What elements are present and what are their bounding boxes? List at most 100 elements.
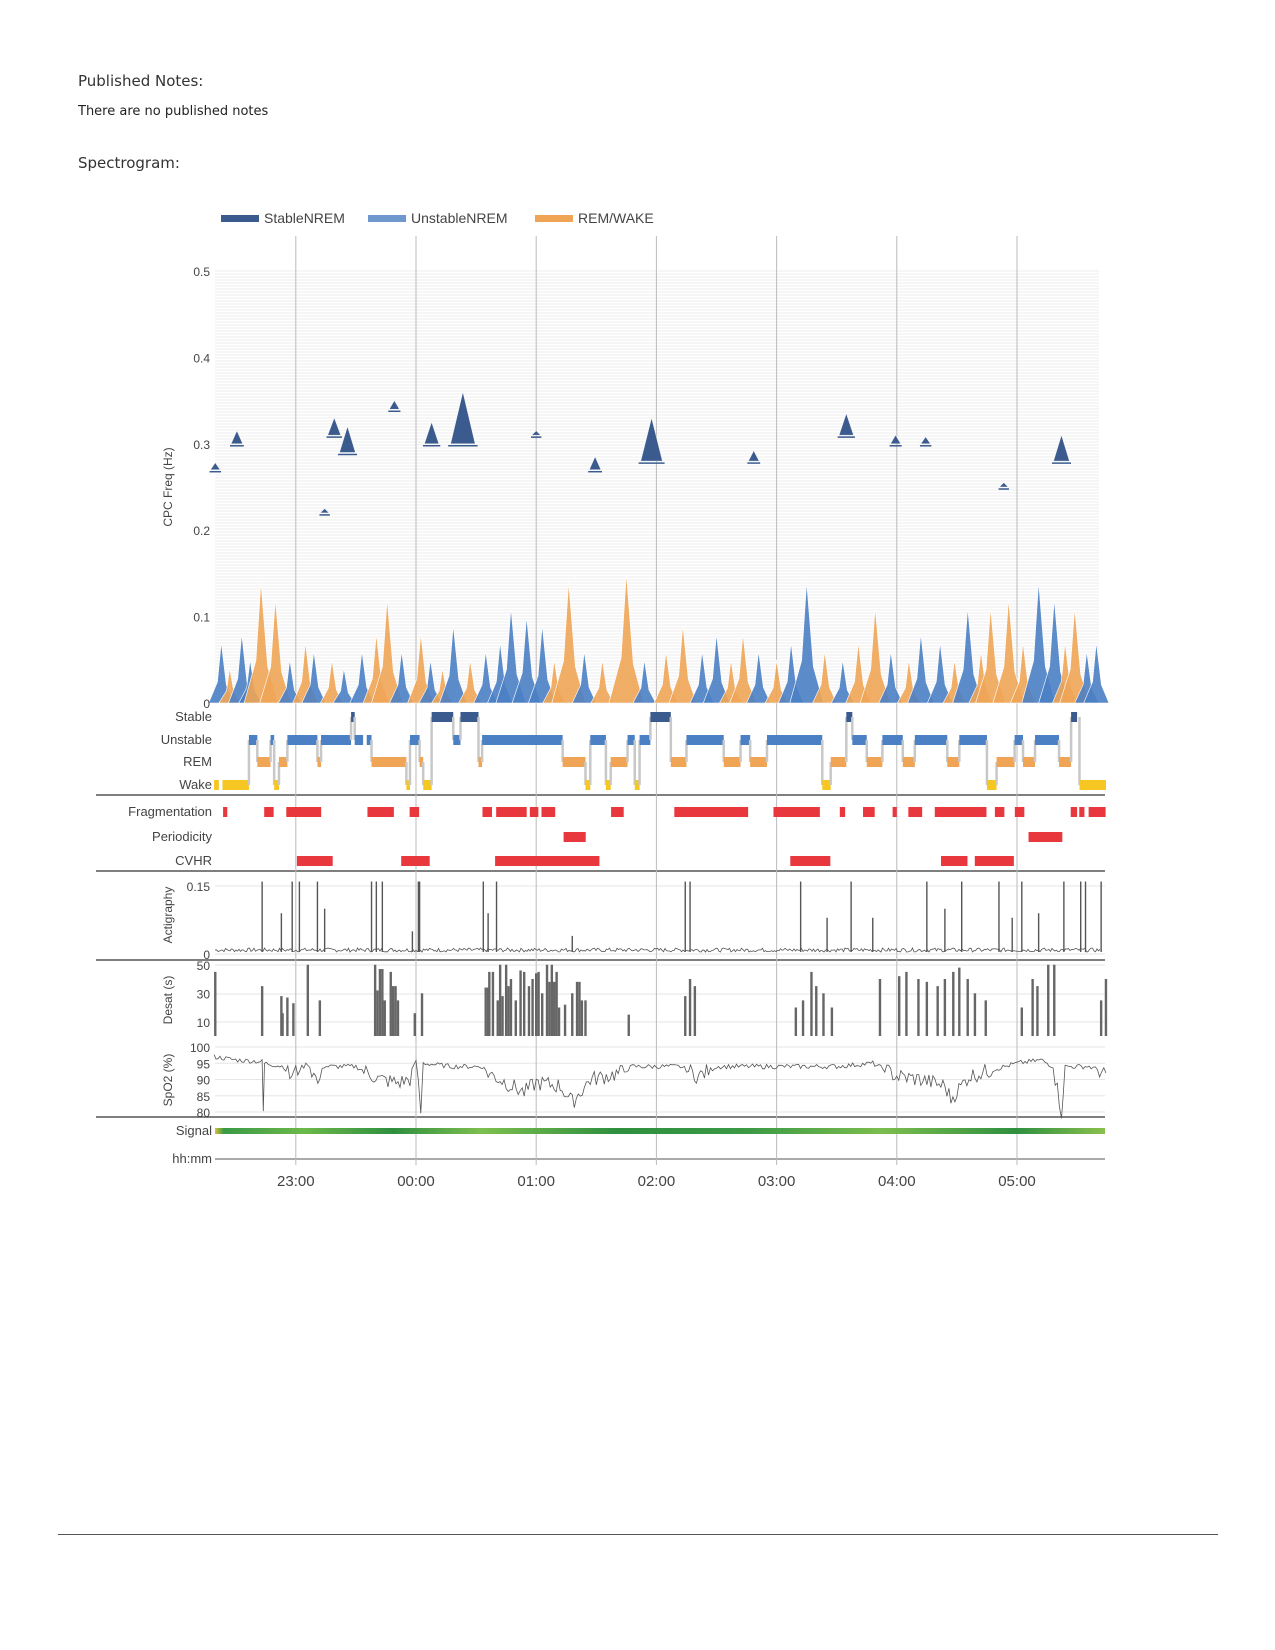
hypnogram-segment-unstable (852, 735, 867, 745)
desat-bar (878, 979, 882, 1036)
unstable-peak (632, 659, 657, 704)
desat-bar (898, 976, 901, 1036)
desat-bar (571, 993, 574, 1036)
hypnogram-segment-unstable (248, 735, 258, 745)
hypnogram-segment-rem (996, 757, 1015, 767)
hypnogram-segment-rem (1059, 757, 1072, 767)
desat-bar (688, 979, 692, 1036)
legend-swatch-unstable (368, 215, 406, 222)
desat-bar (693, 986, 697, 1036)
stable-peak (210, 462, 221, 470)
spectro-y-tick: 0.4 (193, 351, 210, 365)
hypnogram-segment-rem (257, 757, 271, 767)
stable-peak (339, 425, 356, 453)
unstable-peak (878, 651, 904, 704)
desat-bar (553, 981, 556, 1036)
x-tick-label: 05:00 (998, 1173, 1036, 1190)
hypnogram-segment-unstable (321, 735, 352, 745)
desat-bar (484, 987, 487, 1036)
x-tick-label: 23:00 (277, 1173, 315, 1190)
acti-y-tick: 0.15 (187, 880, 211, 894)
desat-bar (376, 990, 379, 1036)
hypnogram-segment-rem (750, 757, 767, 767)
event-label-periodicity: Periodicity (152, 829, 212, 844)
desat-bar (973, 993, 977, 1036)
event-label-cvhr: CVHR (175, 853, 212, 868)
desat-bar (281, 1013, 284, 1036)
legend-label-stable: StableNREM (264, 210, 345, 226)
event-fragmentation (994, 807, 1005, 817)
desat-bar (815, 986, 818, 1036)
desat-bar (1099, 1000, 1103, 1036)
desat-bar (917, 979, 920, 1036)
hypnogram-segment-wake (986, 780, 997, 790)
event-fragmentation (1014, 807, 1025, 817)
hypnogram-segment-unstable (740, 735, 751, 745)
desat-bar (214, 971, 217, 1036)
hypnogram-segment-stable (460, 712, 479, 722)
hypnogram-segment-unstable (453, 735, 461, 745)
hypnogram-segment-unstable (959, 735, 987, 745)
hypnogram-segment-rem (902, 757, 915, 767)
desat-bar (396, 1000, 400, 1036)
spectro-y-tick: 0.1 (193, 611, 210, 625)
hypnogram-segment-stable (431, 712, 454, 722)
unstable-peak (1083, 642, 1110, 704)
desat-bar (958, 967, 961, 1036)
desat-bar (925, 981, 929, 1036)
event-fragmentation (223, 807, 228, 817)
event-fragmentation (529, 807, 539, 817)
event-fragmentation (541, 807, 556, 817)
desat-bar (684, 996, 687, 1036)
desat-ylabel: Desat (s) (161, 976, 175, 1025)
desat-bar (1047, 964, 1050, 1036)
hypnogram-segment-unstable (354, 735, 364, 745)
rem-peak (608, 573, 645, 704)
desat-bar (905, 971, 908, 1036)
desat-bar (535, 973, 538, 1036)
event-periodicity (1028, 832, 1063, 842)
hypnogram-segment-unstable (627, 735, 635, 745)
tick-labels: 23:00 00:00 01:00 02:00 03:00 04:00 05:00 0 0.1 0… (187, 265, 1036, 1190)
desat-bar (318, 1000, 322, 1036)
hypnogram-segment-wake (214, 780, 219, 790)
desat-bar (584, 1000, 587, 1036)
desat-bar (548, 981, 551, 1036)
hypnogram-segment-unstable (882, 735, 903, 745)
event-cvhr (974, 856, 1014, 866)
hypnogram-segment-wake (222, 780, 249, 790)
spectro-y-tick: 0.3 (193, 438, 210, 452)
desat-bar (537, 971, 540, 1036)
desat-bar (420, 993, 424, 1036)
hypnogram-segment-unstable (639, 735, 651, 745)
hypno-label-stable: Stable (175, 709, 212, 724)
desat-bar (519, 970, 522, 1036)
desat-bar (580, 1000, 584, 1036)
desat-bar (1020, 1007, 1024, 1036)
desat-bar (383, 1000, 386, 1036)
hypnogram-segment-stable (846, 712, 853, 722)
hypnogram-segment-rem (278, 757, 288, 767)
stable-peak (319, 508, 330, 514)
legend: StableNREM UnstableNREM REM/WAKE (221, 210, 654, 226)
desat-bar (413, 1013, 416, 1036)
marks (208, 391, 1110, 1134)
acti-y-tick: 0 (203, 948, 210, 962)
hypnogram-segment-unstable (1014, 735, 1024, 745)
acti-ylabel: Actigraphy (161, 887, 175, 944)
hypnogram-segment-unstable (270, 735, 275, 745)
stable-peak (327, 417, 342, 436)
event-cvhr (296, 856, 333, 866)
event-cvhr (941, 856, 968, 866)
event-fragmentation (1088, 807, 1106, 817)
hypnogram-segment-rem (866, 757, 883, 767)
desat-bar (563, 1004, 567, 1036)
desat-bar (545, 964, 549, 1036)
event-fragmentation (1070, 807, 1078, 817)
event-cvhr (495, 856, 600, 866)
desat-bar (488, 971, 491, 1036)
spectro-ylabel: CPC Freq (Hz) (161, 447, 175, 526)
event-fragmentation (908, 807, 923, 817)
desat-bar (381, 969, 384, 1036)
desat-bar (541, 993, 544, 1036)
